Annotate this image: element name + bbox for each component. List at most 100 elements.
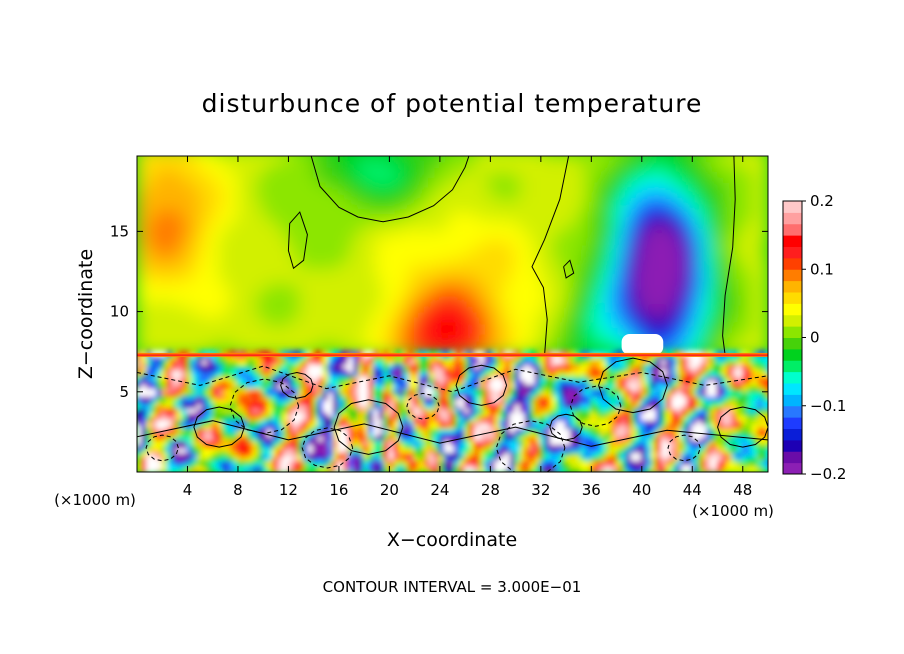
field-cell-upper xyxy=(464,300,473,308)
field-cell-upper xyxy=(684,281,694,289)
field-cell-upper xyxy=(356,180,366,188)
field-cell-upper xyxy=(180,272,189,279)
field-cell-lower xyxy=(141,418,149,425)
field-cell-upper xyxy=(451,175,460,183)
field-cell-upper xyxy=(552,161,561,169)
field-cell-upper xyxy=(300,233,309,241)
field-cell-lower xyxy=(181,450,189,457)
field-cell-upper xyxy=(710,238,719,246)
field-cell-upper xyxy=(495,190,504,198)
field-cell-upper xyxy=(281,156,290,164)
field-cell-upper xyxy=(634,310,643,318)
field-cell-upper xyxy=(218,262,227,270)
field-cell-upper xyxy=(697,171,706,178)
field-cell-upper xyxy=(596,344,605,352)
field-cell-upper xyxy=(754,281,763,289)
field-cell-upper xyxy=(154,310,164,318)
field-cell-upper xyxy=(634,286,643,294)
field-cell-upper xyxy=(318,320,328,328)
field-cell-upper xyxy=(426,329,435,337)
field-cell-lower xyxy=(231,430,239,437)
field-cell-upper xyxy=(211,276,221,284)
field-cell-upper xyxy=(640,320,650,328)
field-cell-upper xyxy=(464,180,473,188)
field-cell-upper xyxy=(748,291,757,299)
field-cell-upper xyxy=(161,262,170,270)
field-cell-upper xyxy=(407,334,416,342)
field-cell-upper xyxy=(754,262,763,270)
field-cell-upper xyxy=(445,228,454,236)
field-cell-upper xyxy=(255,310,265,318)
field-cell-upper xyxy=(243,156,252,159)
field-cell-upper xyxy=(180,214,189,222)
field-cell-lower xyxy=(161,390,169,397)
field-cell-upper xyxy=(546,320,555,328)
field-cell-lower xyxy=(201,430,209,437)
field-cell-upper xyxy=(350,267,359,275)
field-cell-upper xyxy=(419,272,429,279)
field-cell-upper xyxy=(647,214,656,222)
field-cell-upper xyxy=(457,199,467,207)
field-cell-upper xyxy=(533,214,542,222)
field-cell-upper xyxy=(735,243,744,251)
field-cell-upper xyxy=(495,156,504,164)
field-cell-lower xyxy=(166,454,174,461)
field-cell-upper xyxy=(363,272,372,279)
field-cell-upper xyxy=(438,223,448,231)
field-cell-upper xyxy=(218,286,227,294)
field-cell-upper xyxy=(356,185,366,193)
field-cell-upper xyxy=(173,252,183,260)
field-cell-upper xyxy=(596,262,605,270)
field-cell-upper xyxy=(154,171,164,178)
field-cell-upper xyxy=(615,291,624,299)
field-cell-upper xyxy=(161,199,170,207)
field-cell-upper xyxy=(495,171,504,178)
field-cell-upper xyxy=(451,219,460,226)
field-cell-upper xyxy=(539,329,549,337)
field-cell-upper xyxy=(577,209,587,217)
field-cell-upper xyxy=(495,175,504,183)
field-cell-upper xyxy=(659,209,669,217)
field-cell-upper xyxy=(666,219,675,226)
field-cell-upper xyxy=(325,156,334,159)
field-cell-upper xyxy=(571,156,580,164)
field-cell-upper xyxy=(173,344,183,352)
field-cell-upper xyxy=(438,228,448,236)
field-cell-upper xyxy=(293,272,303,279)
field-cell-upper xyxy=(596,195,605,202)
field-cell-upper xyxy=(602,219,612,226)
field-cell-upper xyxy=(679,147,687,154)
field-cell-upper xyxy=(602,233,612,241)
field-cell-upper xyxy=(660,147,668,154)
field-cell-upper xyxy=(312,156,321,159)
field-cell-lower xyxy=(211,398,219,405)
field-cell-upper xyxy=(356,310,366,318)
field-cell-upper xyxy=(710,272,719,279)
field-cell-upper xyxy=(211,286,221,294)
field-cell-upper xyxy=(722,329,732,337)
field-cell-upper xyxy=(262,286,271,294)
field-cell-upper xyxy=(294,147,302,154)
field-cell-upper xyxy=(407,310,416,318)
field-cell-upper xyxy=(539,344,549,352)
field-cell-upper xyxy=(413,166,422,174)
field-cell-upper xyxy=(249,223,258,231)
field-cell-lower xyxy=(221,446,229,453)
field-cell-upper xyxy=(192,325,202,332)
field-cell-upper xyxy=(760,156,768,164)
field-cell-upper xyxy=(666,228,675,236)
field-cell-upper xyxy=(148,267,157,275)
field-cell-lower xyxy=(151,454,159,461)
field-cell-upper xyxy=(255,334,265,342)
field-cell-upper xyxy=(407,281,416,289)
field-cell-upper xyxy=(710,204,719,212)
field-cell-upper xyxy=(274,252,284,260)
field-cell-lower xyxy=(231,426,239,433)
field-cell-upper xyxy=(571,286,580,294)
field-cell-lower xyxy=(137,454,144,461)
field-cell-lower xyxy=(196,394,204,401)
field-cell-upper xyxy=(331,310,340,318)
field-cell-upper xyxy=(337,310,347,318)
field-cell-upper xyxy=(451,291,460,299)
field-cell-lower xyxy=(166,410,174,417)
